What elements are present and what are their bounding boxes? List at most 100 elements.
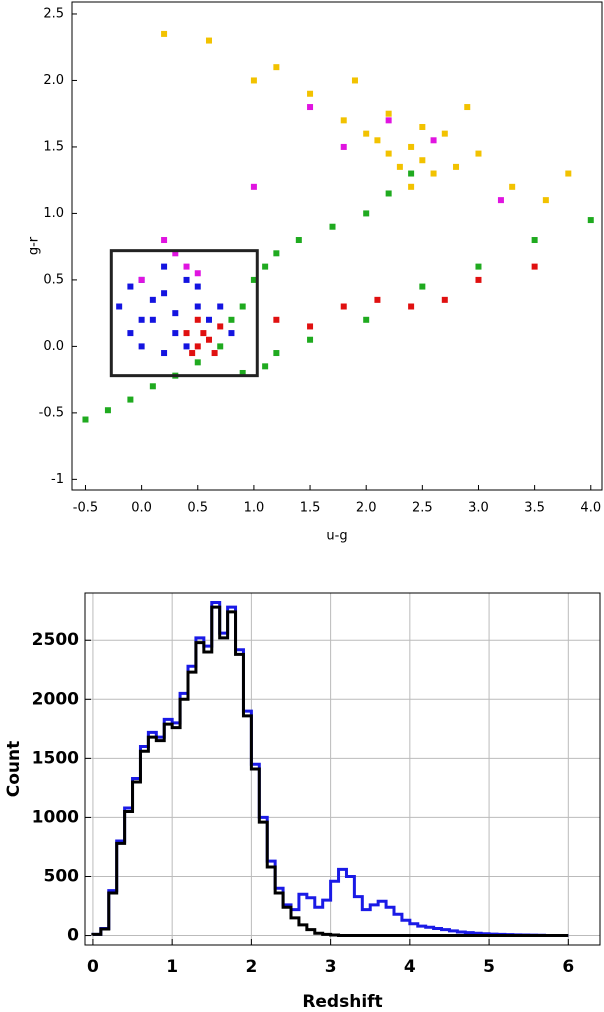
point: [453, 163, 460, 170]
point: [374, 296, 381, 303]
point: [217, 323, 224, 330]
y-axis-label: Count: [4, 741, 24, 798]
point: [408, 143, 415, 150]
y-tick-label: 2.5: [43, 6, 64, 21]
point: [273, 350, 280, 357]
point: [419, 123, 426, 130]
point: [138, 276, 145, 283]
point: [149, 316, 156, 323]
point: [475, 263, 482, 270]
point: [430, 170, 437, 177]
point: [239, 369, 246, 376]
plot-frame: [71, 1, 603, 491]
point: [250, 276, 257, 283]
point: [194, 343, 201, 350]
point: [408, 303, 415, 310]
point: [217, 343, 224, 350]
point: [475, 150, 482, 157]
histogram-step: [91, 600, 569, 938]
point: [351, 77, 358, 84]
x-tick-label: 1.0: [244, 501, 265, 516]
y-tick-label: 2.0: [43, 73, 64, 88]
point: [194, 359, 201, 366]
point: [262, 363, 269, 370]
point: [363, 210, 370, 217]
y-tick-label: 0.5: [43, 272, 64, 287]
point: [307, 336, 314, 343]
x-tick-label: 3: [325, 957, 337, 977]
y-axis-label: g-r: [27, 236, 42, 255]
chart-panel: 0 1 2 3 4 5 6 0 500 1000 1500 2000 2500 Redshift Count: [4, 592, 601, 1012]
y-tick-label: 1000: [32, 807, 79, 827]
y-tick-label: 1.0: [43, 206, 64, 221]
point: [441, 130, 448, 137]
point: [497, 197, 504, 204]
y-tick-label: 1500: [32, 748, 79, 768]
x-tick-label: 5: [483, 957, 495, 977]
x-tick-label: -0.5: [73, 501, 98, 516]
point: [531, 237, 538, 244]
point: [194, 303, 201, 310]
point: [587, 217, 594, 224]
point: [509, 183, 516, 190]
x-tick-label: 1.5: [300, 501, 321, 516]
point: [385, 150, 392, 157]
point: [531, 263, 538, 270]
point: [200, 330, 207, 337]
point: [542, 197, 549, 204]
y-tick-label: 1.5: [43, 139, 64, 154]
x-tick-label: 0: [87, 957, 99, 977]
point: [475, 276, 482, 283]
point: [250, 183, 257, 190]
point: [329, 223, 336, 230]
point: [419, 157, 426, 164]
y-tick-label: -1: [51, 472, 64, 487]
point: [307, 323, 314, 330]
point: [104, 407, 111, 414]
x-tick-label: 2.5: [412, 501, 433, 516]
x-tick-label: 4: [404, 957, 416, 977]
point: [205, 336, 212, 343]
histogram-step: [91, 605, 569, 938]
x-tick-label: 2.0: [356, 501, 377, 516]
x-tick-label: 3.5: [524, 501, 545, 516]
x-axis-label: Redshift: [302, 992, 382, 1012]
point: [217, 303, 224, 310]
point: [205, 316, 212, 323]
point: [228, 316, 235, 323]
point: [228, 330, 235, 337]
point: [172, 310, 179, 317]
point: [340, 143, 347, 150]
point: [385, 190, 392, 197]
point: [161, 350, 168, 357]
point: [183, 330, 190, 337]
point: [408, 170, 415, 177]
point: [408, 183, 415, 190]
y-tick-label: 0: [67, 926, 79, 946]
y-tick-label: 500: [44, 866, 80, 886]
point: [441, 296, 448, 303]
point: [194, 316, 201, 323]
point: [127, 396, 134, 403]
point: [149, 383, 156, 390]
x-axis-label: u-g: [326, 529, 347, 544]
y-tick-label: -0.5: [39, 405, 64, 420]
point: [205, 37, 212, 44]
point: [273, 316, 280, 323]
point: [172, 250, 179, 257]
point: [194, 283, 201, 290]
y-tick-label: 2000: [32, 689, 79, 709]
plot-frame: [84, 592, 601, 946]
point: [116, 303, 123, 310]
x-tick-label: 2: [245, 957, 257, 977]
point: [565, 170, 572, 177]
point: [183, 343, 190, 350]
point: [419, 283, 426, 290]
point: [307, 104, 314, 111]
selection-box: [109, 249, 259, 378]
x-tick-label: 3.0: [468, 501, 489, 516]
point: [239, 303, 246, 310]
point: [172, 330, 179, 337]
x-tick-label: 4.0: [580, 501, 601, 516]
